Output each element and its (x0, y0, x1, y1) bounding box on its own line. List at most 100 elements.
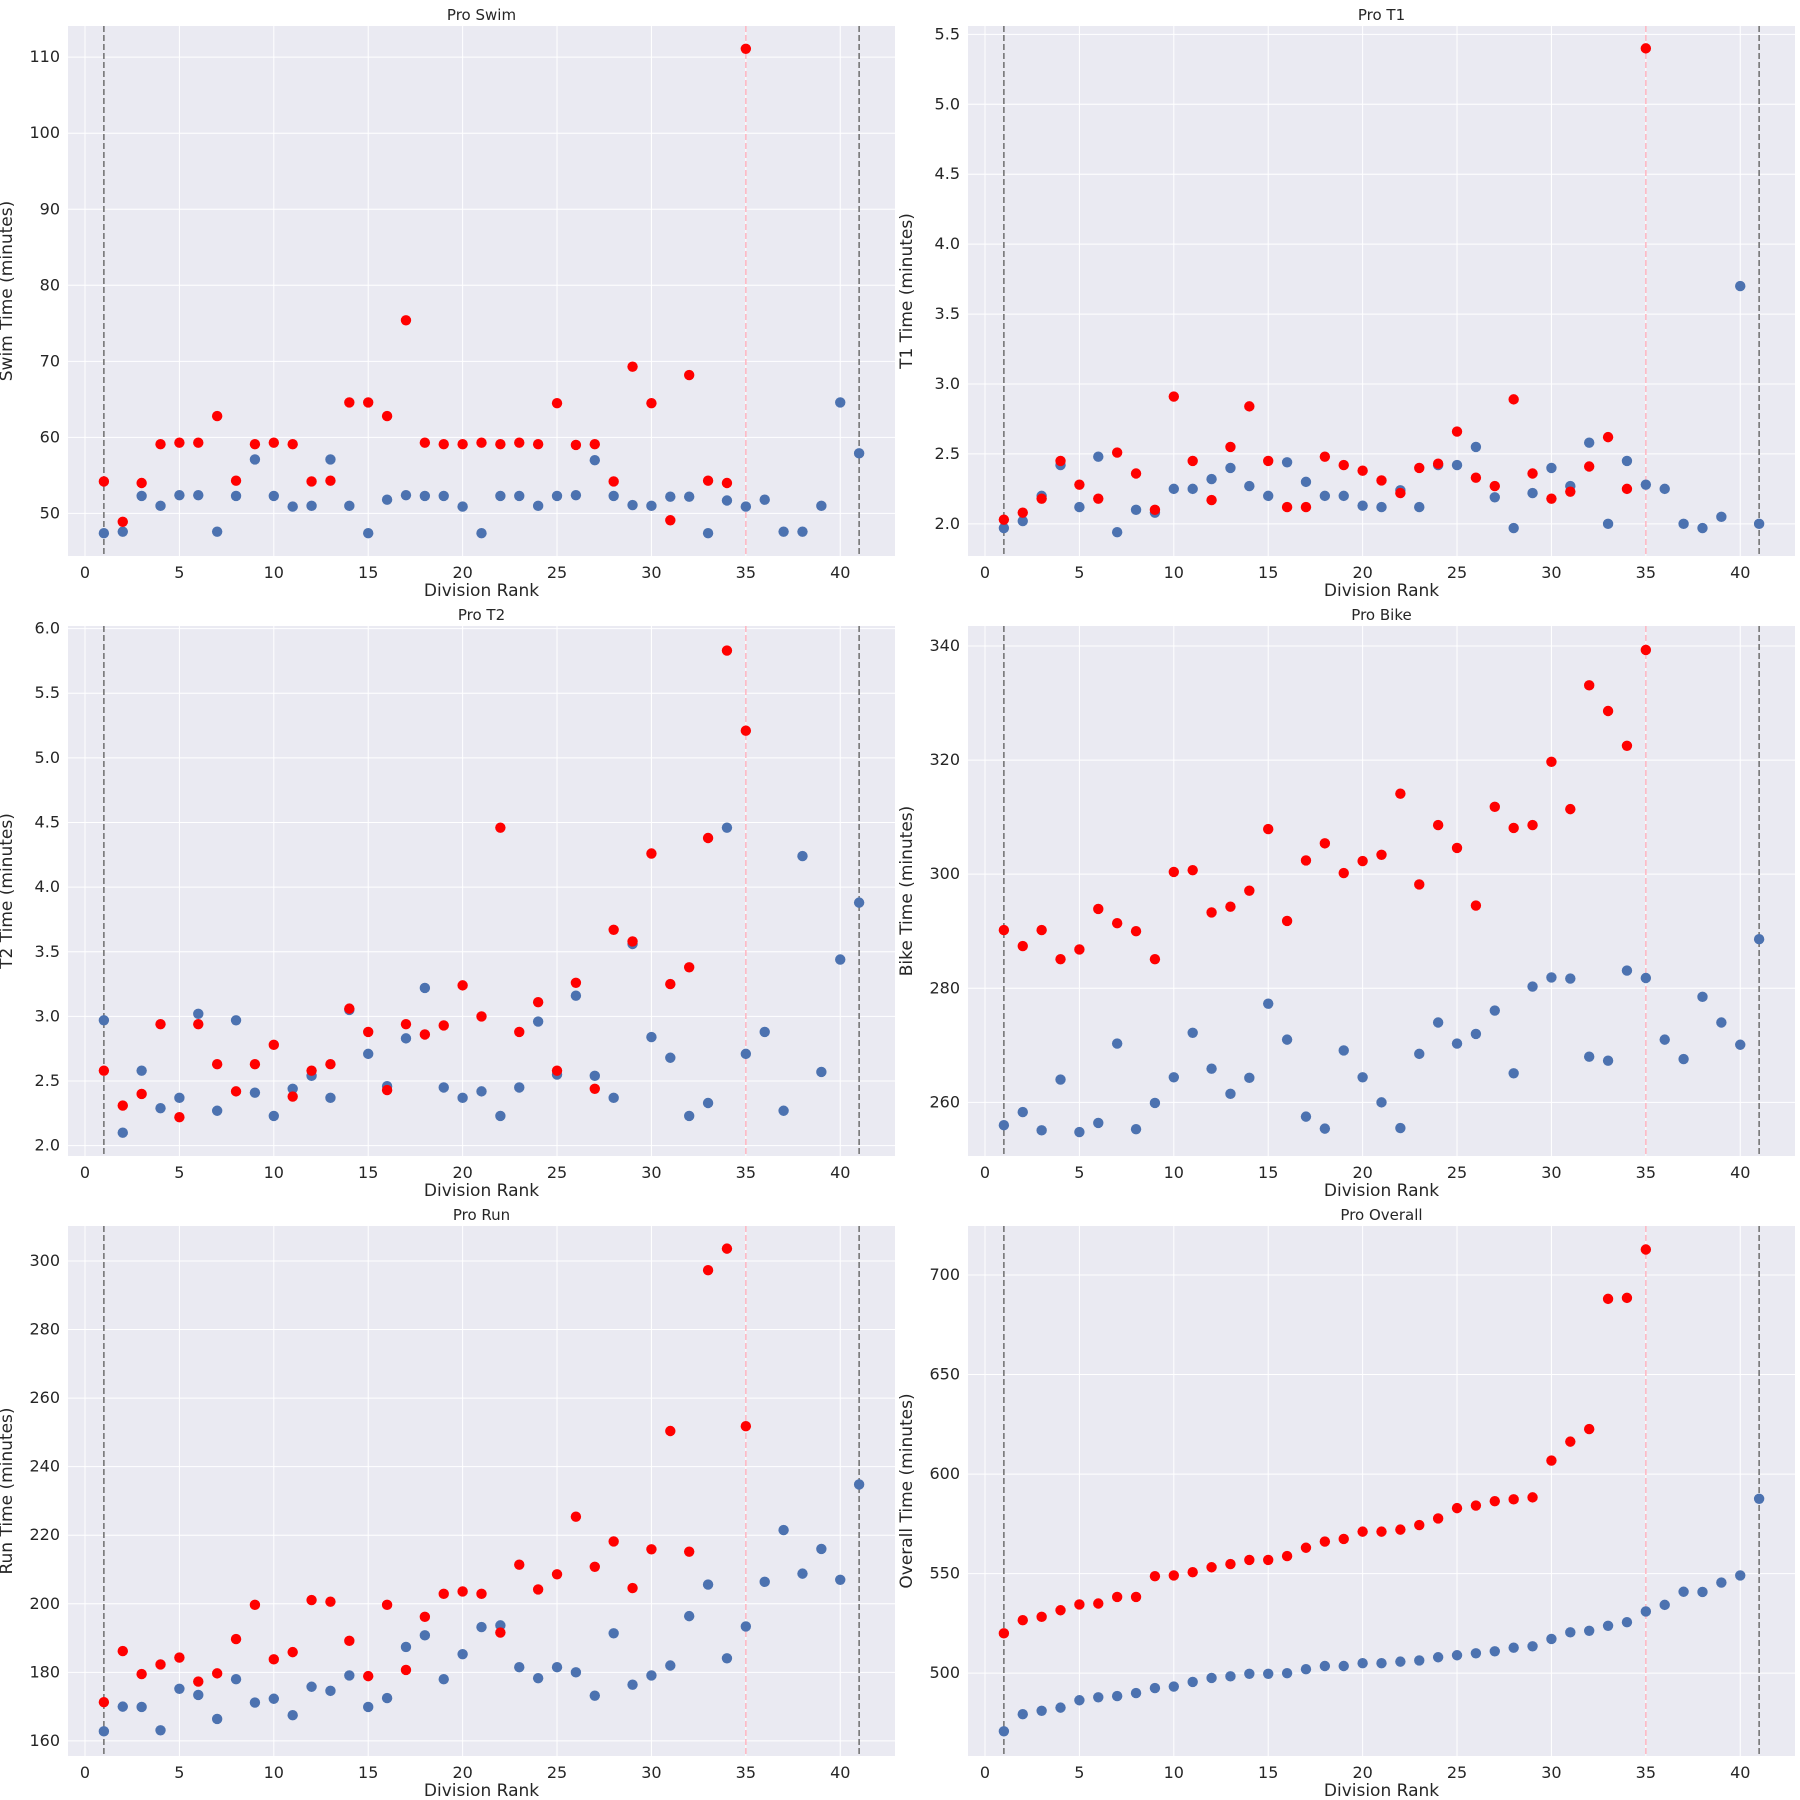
x-tick-label: 0 (980, 1763, 990, 1782)
blue-point (1621, 965, 1633, 976)
blue-point (325, 1685, 336, 1697)
red-point (1583, 680, 1595, 691)
chart-title: Pro Swim (447, 6, 516, 24)
blue-point (98, 1726, 110, 1737)
blue-point (835, 1574, 846, 1585)
blue-point (627, 499, 638, 511)
blue-point (174, 1683, 185, 1695)
red-point (287, 1091, 298, 1102)
blue-point (627, 1679, 638, 1690)
red-point (1376, 475, 1387, 486)
blue-point (1414, 1655, 1425, 1666)
blue-point (306, 500, 317, 512)
blue-point (1281, 1667, 1293, 1679)
red-point (1036, 1611, 1047, 1623)
y-axis-label: Swim Time (minutes) (0, 201, 17, 381)
blue-point (608, 490, 619, 502)
blue-point (797, 526, 808, 537)
red-point (683, 1546, 695, 1557)
red-point (193, 1018, 204, 1030)
blue-point (1225, 462, 1236, 474)
x-tick-label: 0 (980, 1163, 990, 1182)
blue-point (570, 489, 582, 501)
blue-point (1489, 1005, 1500, 1016)
red-point (98, 476, 110, 487)
blue-point (1640, 479, 1652, 490)
chart-title: Pro Overall (1340, 1206, 1422, 1224)
x-tick-label: 35 (736, 1163, 756, 1182)
red-point (589, 1561, 600, 1572)
red-point (721, 645, 733, 656)
x-tick-label: 20 (1352, 1763, 1372, 1782)
red-point (1489, 480, 1500, 492)
red-point (627, 936, 638, 947)
y-tick-label: 3.0 (935, 374, 960, 393)
blue-point (268, 1693, 280, 1704)
x-tick-label: 25 (1447, 563, 1467, 582)
x-tick-label: 25 (1447, 1163, 1467, 1182)
red-point (1640, 1244, 1652, 1255)
x-axis-label: Division Rank (424, 581, 539, 601)
blue-point (1300, 1663, 1312, 1675)
blue-point (589, 1070, 600, 1082)
blue-point (98, 1015, 110, 1026)
blue-point (230, 1674, 242, 1685)
red-point (136, 1088, 147, 1100)
red-point (1130, 926, 1142, 937)
blue-point (1263, 490, 1274, 502)
blue-point (1357, 500, 1368, 511)
blue-point (1149, 1097, 1161, 1109)
x-tick-label: 10 (264, 1163, 284, 1182)
red-point (1583, 461, 1595, 472)
red-point (1508, 822, 1519, 834)
x-tick-label: 25 (1447, 1763, 1467, 1782)
blue-point (381, 1692, 393, 1704)
red-point (1244, 401, 1255, 412)
blue-point (1753, 1493, 1765, 1504)
blue-point (1130, 1687, 1142, 1699)
y-tick-label: 300 (929, 864, 960, 883)
red-point (136, 477, 147, 489)
red-point (1319, 1536, 1331, 1547)
blue-point (1263, 1668, 1274, 1679)
red-point (1395, 1524, 1406, 1535)
y-tick-label: 80 (40, 275, 60, 294)
blue-point (1640, 1606, 1652, 1617)
blue-point (1017, 1106, 1028, 1118)
x-tick-label: 40 (1730, 1763, 1750, 1782)
y-tick-label: 100 (29, 123, 60, 142)
x-tick-label: 0 (80, 1763, 90, 1782)
y-tick-label: 3.5 (35, 942, 60, 961)
red-point (381, 1599, 393, 1611)
red-point (230, 1633, 242, 1645)
blue-point (117, 1127, 128, 1138)
blue-point (1055, 1702, 1066, 1713)
blue-point (419, 490, 431, 502)
blue-point (1281, 457, 1293, 468)
red-point (1168, 1570, 1180, 1581)
red-point (1395, 487, 1406, 499)
blue-point (344, 1670, 355, 1681)
red-point (1017, 1615, 1028, 1626)
x-tick-label: 35 (1636, 563, 1656, 582)
blue-point (683, 1610, 695, 1622)
blue-point (1489, 1646, 1500, 1657)
x-tick-label: 10 (1164, 1763, 1184, 1782)
blue-point (532, 500, 544, 512)
blue-point (363, 1048, 374, 1060)
x-tick-label: 40 (830, 1163, 850, 1182)
blue-point (1168, 1681, 1180, 1692)
blue-point (1300, 1111, 1312, 1122)
blue-point (778, 1524, 789, 1536)
chart-title: Pro T1 (1358, 6, 1405, 24)
blue-point (1225, 1088, 1236, 1100)
x-tick-label: 40 (830, 1763, 850, 1782)
red-point (1621, 1292, 1633, 1304)
blue-point (136, 490, 147, 502)
red-point (665, 515, 676, 526)
y-tick-label: 5.5 (935, 24, 960, 43)
x-tick-label: 10 (264, 563, 284, 582)
blue-point (740, 1048, 752, 1060)
red-point (1206, 907, 1217, 918)
blue-point (1244, 1072, 1255, 1084)
